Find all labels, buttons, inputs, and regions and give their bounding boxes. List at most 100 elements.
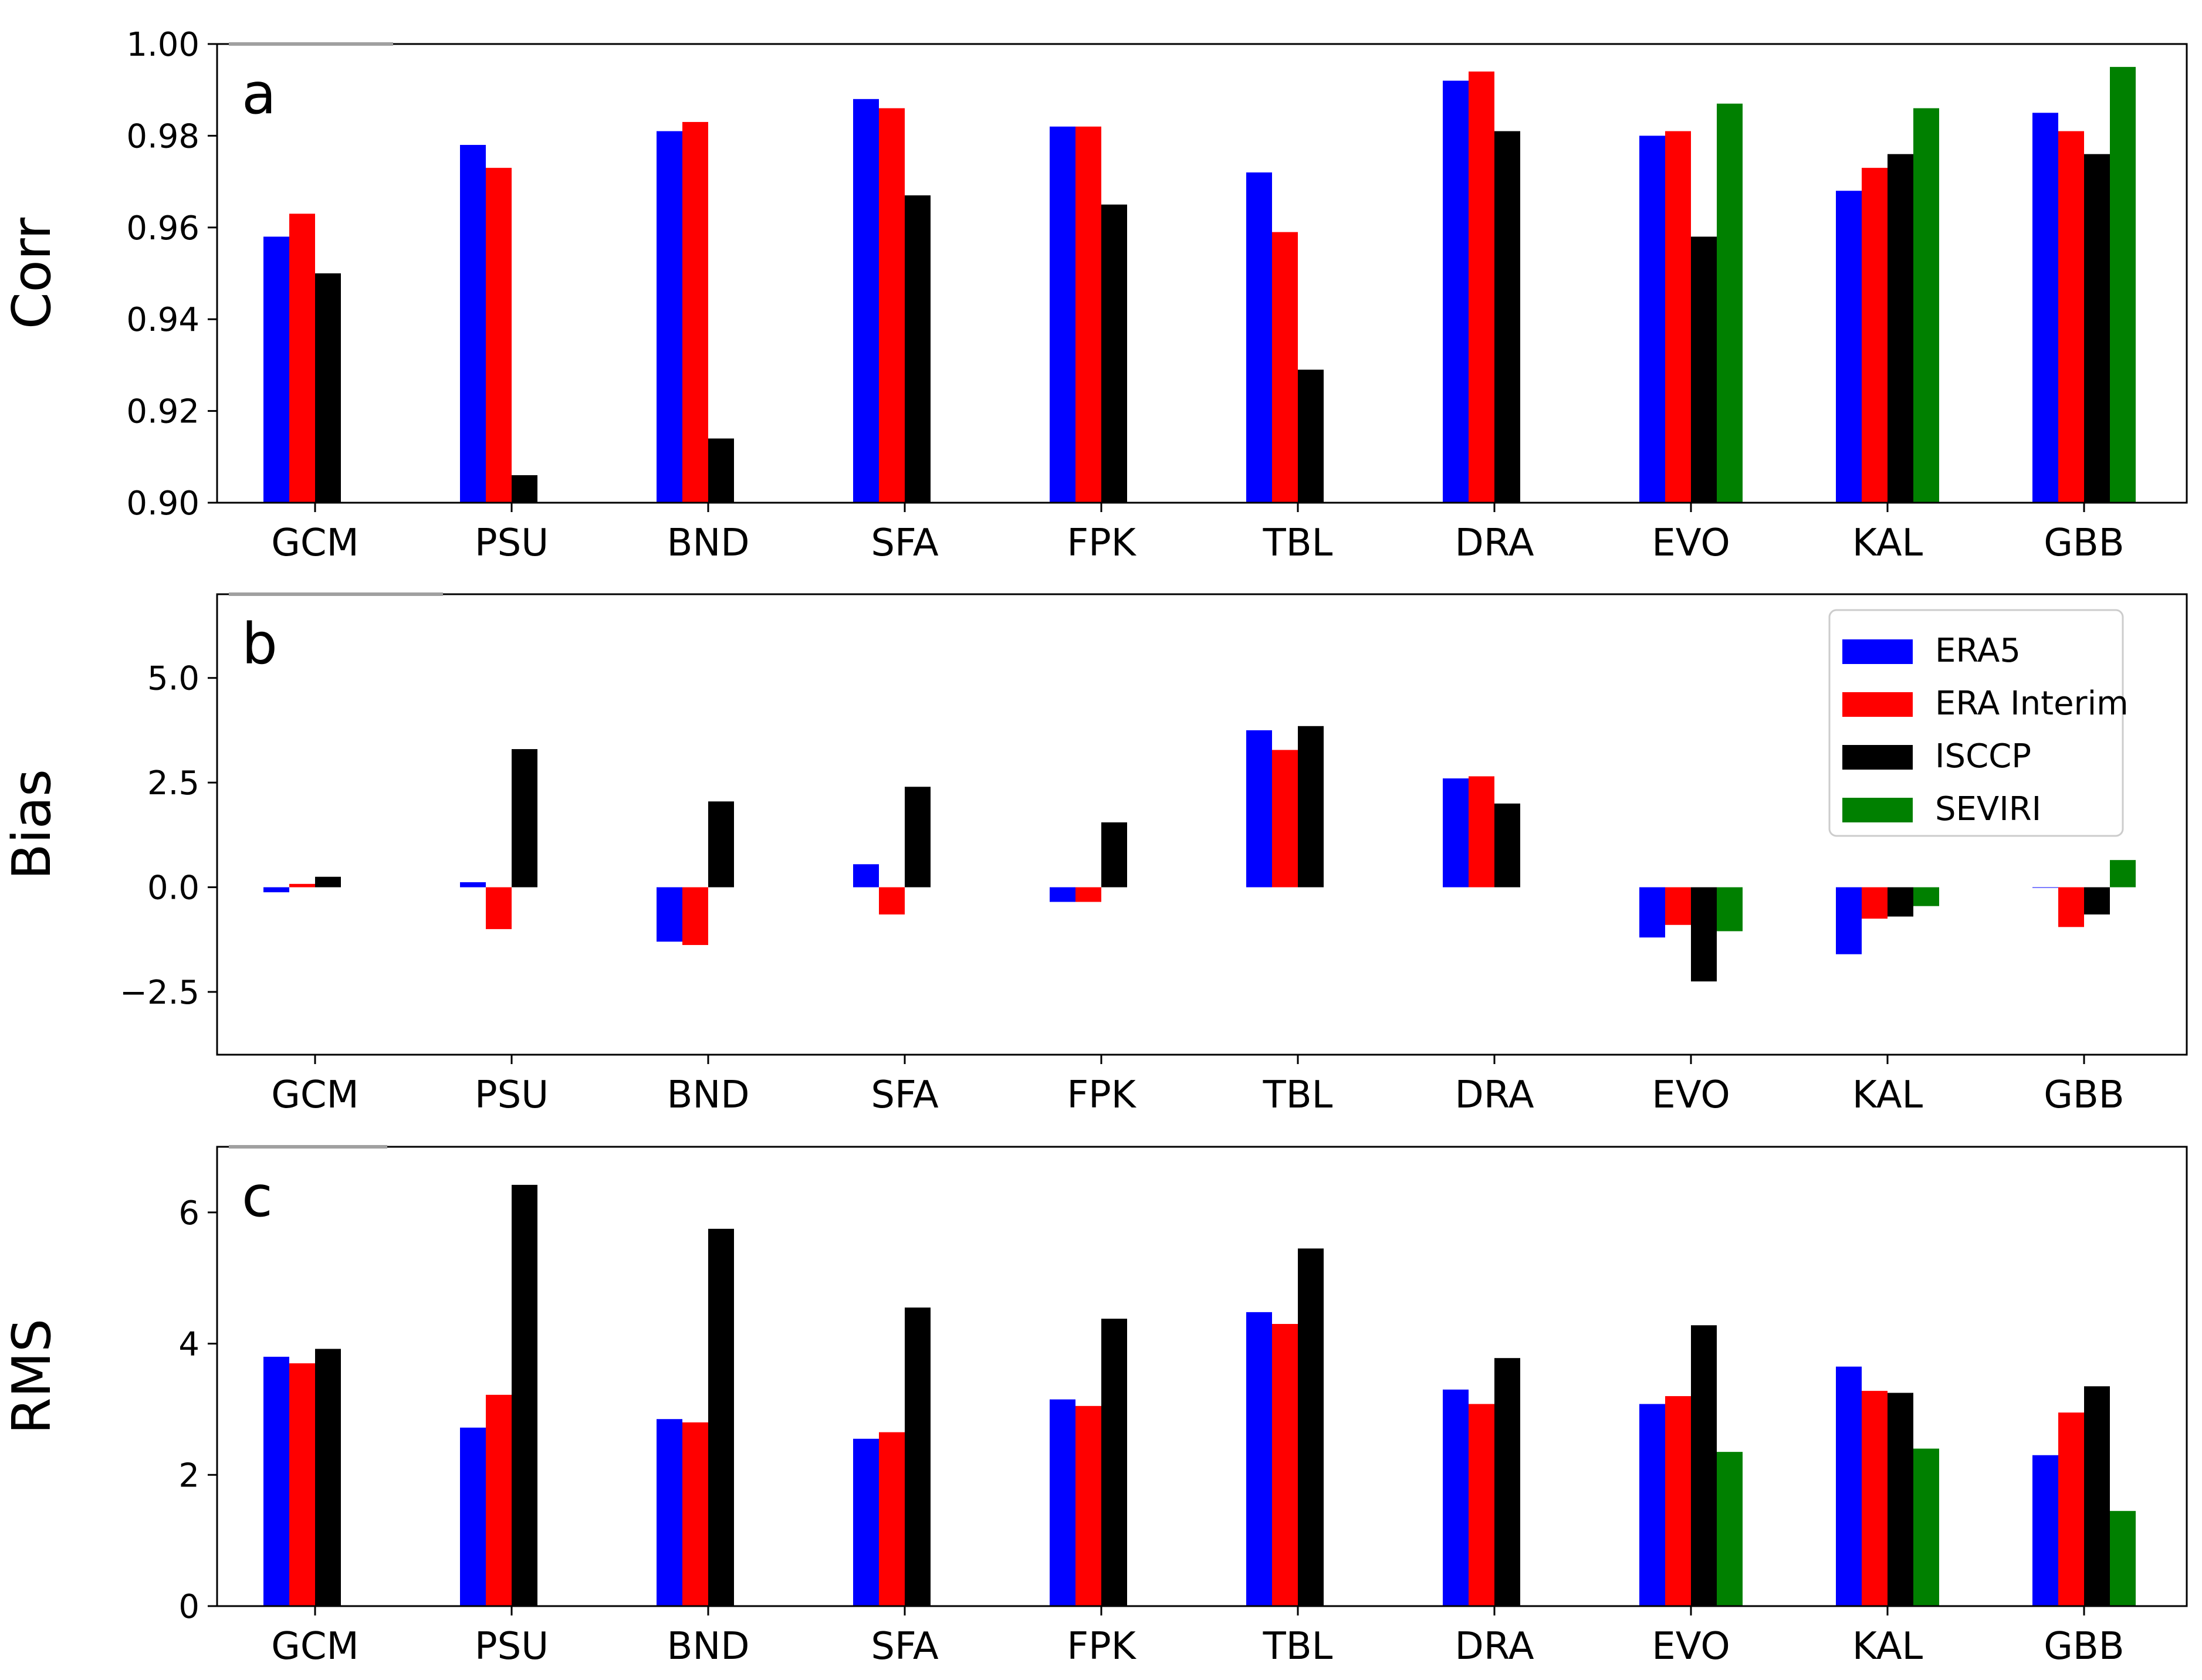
bar-c-era-interim-tbl	[1272, 1324, 1298, 1606]
bar-c-isccp-tbl	[1298, 1248, 1324, 1606]
bar-c-era5-evo	[1639, 1404, 1665, 1606]
bar-a-era5-sfa	[853, 99, 879, 503]
xtick-label-c-tbl: TBL	[1263, 1625, 1333, 1668]
ylabel-a: Corr	[1, 218, 63, 329]
bar-b-isccp-bnd	[708, 801, 734, 888]
bar-c-era5-fpk	[1050, 1399, 1075, 1606]
ylabel-b: Bias	[1, 769, 63, 880]
bar-b-era-interim-psu	[486, 887, 512, 929]
legend-swatch-era5	[1842, 639, 1913, 664]
xtick-label-c-gcm: GCM	[271, 1625, 359, 1668]
ytick-label-a: 0.98	[126, 117, 199, 155]
xtick-label-a-sfa: SFA	[871, 521, 939, 565]
legend-swatch-seviri	[1842, 798, 1913, 822]
ytick-label-c: 6	[178, 1194, 199, 1232]
xtick-label-c-gbb: GBB	[2044, 1625, 2124, 1668]
bar-a-era-interim-sfa	[879, 108, 905, 503]
bar-a-era5-psu	[460, 145, 486, 503]
panel-a: 0.90 0.92 0.94 0.96 0.98 1.00 GCM PSU BND SFA FPK T…	[1, 26, 2188, 565]
xtick-label-b-tbl: TBL	[1263, 1073, 1333, 1117]
bar-a-isccp-kal	[1888, 154, 1913, 503]
bar-a-era-interim-bnd	[682, 121, 708, 503]
bar-a-era5-gcm	[263, 236, 289, 503]
xtick-label-c-fpk: FPK	[1067, 1625, 1136, 1668]
bar-c-era5-kal	[1836, 1366, 1862, 1606]
bar-a-era-interim-dra	[1469, 71, 1494, 503]
xtick-label-b-psu: PSU	[475, 1073, 549, 1117]
axes-frame-b	[216, 593, 2188, 1056]
bar-b-isccp-gbb	[2084, 887, 2110, 914]
bar-c-era5-tbl	[1246, 1312, 1272, 1606]
bar-c-era-interim-evo	[1665, 1396, 1691, 1606]
bar-a-era-interim-gcm	[289, 214, 315, 503]
xtick-label-a-kal: KAL	[1852, 521, 1923, 565]
bar-b-era5-bnd	[657, 887, 682, 942]
xtick-label-a-dra: DRA	[1455, 521, 1534, 565]
panel-letter-c: c	[242, 1164, 273, 1229]
bar-a-era5-tbl	[1246, 172, 1272, 503]
bar-a-isccp-evo	[1691, 236, 1717, 503]
bar-b-era-interim-gcm	[289, 883, 315, 888]
panel-b: −2.5 0.0 2.5 5.0 GCM PSU BND SFA FPK TBL DRA EVO KAL…	[1, 592, 2188, 1117]
bar-b-era-interim-kal	[1862, 887, 1888, 919]
ytick-label-b: 0.0	[147, 869, 199, 907]
ytick-label-a: 0.94	[126, 301, 199, 339]
bar-c-era-interim-kal	[1862, 1391, 1888, 1606]
xtick-label-c-bnd: BND	[667, 1625, 749, 1668]
bar-c-era5-psu	[460, 1427, 486, 1606]
bar-c-era-interim-sfa	[879, 1432, 905, 1606]
bar-b-isccp-fpk	[1101, 822, 1127, 888]
bar-b-isccp-tbl	[1298, 726, 1324, 888]
axes-frame-c	[216, 1146, 2188, 1607]
axes-frame-a	[216, 43, 2188, 504]
bar-b-isccp-sfa	[905, 787, 931, 888]
xtick-label-b-kal: KAL	[1852, 1073, 1923, 1117]
ytick-label-b: 2.5	[147, 764, 199, 802]
bar-a-era5-bnd	[657, 131, 682, 503]
bar-c-isccp-gcm	[315, 1349, 341, 1606]
xtick-label-a-fpk: FPK	[1067, 521, 1136, 565]
xtick-label-a-evo: EVO	[1652, 521, 1730, 565]
ytick-label-c: 2	[178, 1457, 199, 1495]
xtick-label-b-dra: DRA	[1455, 1073, 1534, 1117]
bar-b-era5-kal	[1836, 887, 1862, 954]
legend-swatch-isccp	[1842, 745, 1913, 770]
panel-c: 0 2 4 6 GCM PSU BND SFA FPK TBL DRA EVO KAL GBB RMS c	[1, 1145, 2188, 1668]
ytick-label-a: 0.96	[126, 209, 199, 248]
xtick-label-b-evo: EVO	[1652, 1073, 1730, 1117]
bar-c-era5-dra	[1443, 1389, 1469, 1606]
bar-a-era-interim-fpk	[1075, 126, 1101, 503]
bar-c-isccp-sfa	[905, 1308, 931, 1606]
bar-b-era5-sfa	[853, 864, 879, 888]
bar-c-seviri-kal	[1913, 1448, 1939, 1606]
legend-label-seviri: SEVIRI	[1935, 790, 2041, 828]
bar-c-isccp-dra	[1494, 1358, 1520, 1606]
bar-a-isccp-dra	[1494, 131, 1520, 503]
bar-b-isccp-psu	[512, 749, 537, 888]
xtick-label-c-kal: KAL	[1852, 1625, 1923, 1668]
legend-swatch-era-interim	[1842, 692, 1913, 717]
bar-b-era5-fpk	[1050, 887, 1075, 902]
xtick-label-b-sfa: SFA	[871, 1073, 939, 1117]
bar-b-seviri-kal	[1913, 887, 1939, 906]
bar-b-era-interim-evo	[1665, 887, 1691, 925]
bar-c-isccp-kal	[1888, 1393, 1913, 1606]
bar-b-isccp-dra	[1494, 803, 1520, 888]
bar-b-era-interim-tbl	[1272, 750, 1298, 888]
bar-a-seviri-evo	[1717, 103, 1743, 503]
xtick-label-a-gcm: GCM	[271, 521, 359, 565]
bar-c-isccp-evo	[1691, 1325, 1717, 1606]
bar-b-era-interim-bnd	[682, 887, 708, 946]
ytick-label-a: 0.90	[126, 485, 199, 523]
bar-c-era5-sfa	[853, 1438, 879, 1606]
bar-b-era5-psu	[460, 882, 486, 888]
bar-c-era-interim-gbb	[2058, 1413, 2084, 1606]
bar-a-isccp-bnd	[708, 438, 734, 503]
bar-c-era-interim-fpk	[1075, 1405, 1101, 1606]
bar-c-isccp-bnd	[708, 1228, 734, 1606]
bar-a-era-interim-gbb	[2058, 131, 2084, 503]
bar-b-era-interim-sfa	[879, 887, 905, 914]
legend-label-era-interim: ERA Interim	[1935, 685, 2129, 723]
xtick-label-c-dra: DRA	[1455, 1625, 1534, 1668]
